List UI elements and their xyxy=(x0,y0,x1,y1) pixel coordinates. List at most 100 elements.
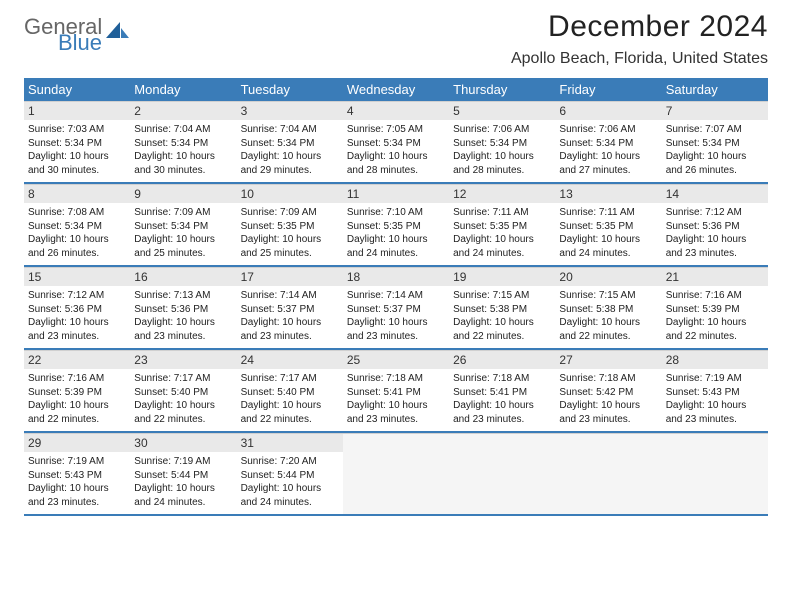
sunrise-line: Sunrise: 7:10 AM xyxy=(347,206,445,220)
sunset-line: Sunset: 5:38 PM xyxy=(453,303,551,317)
day-body: Sunrise: 7:12 AMSunset: 5:36 PMDaylight:… xyxy=(24,286,130,348)
day-number: 23 xyxy=(130,350,236,369)
sunset-line: Sunset: 5:43 PM xyxy=(666,386,764,400)
day-cell: 8Sunrise: 7:08 AMSunset: 5:34 PMDaylight… xyxy=(24,184,130,265)
day-number: 3 xyxy=(237,101,343,120)
daylight-line: Daylight: 10 hours and 22 minutes. xyxy=(28,399,126,426)
week-row: 29Sunrise: 7:19 AMSunset: 5:43 PMDayligh… xyxy=(24,433,768,516)
day-cell: 5Sunrise: 7:06 AMSunset: 5:34 PMDaylight… xyxy=(449,101,555,182)
daylight-line: Daylight: 10 hours and 30 minutes. xyxy=(134,150,232,177)
day-body: Sunrise: 7:18 AMSunset: 5:41 PMDaylight:… xyxy=(343,369,449,431)
sunrise-line: Sunrise: 7:15 AM xyxy=(559,289,657,303)
daylight-line: Daylight: 10 hours and 22 minutes. xyxy=(559,316,657,343)
daylight-line: Daylight: 10 hours and 22 minutes. xyxy=(666,316,764,343)
day-cell: 12Sunrise: 7:11 AMSunset: 5:35 PMDayligh… xyxy=(449,184,555,265)
day-number: 18 xyxy=(343,267,449,286)
day-cell: 13Sunrise: 7:11 AMSunset: 5:35 PMDayligh… xyxy=(555,184,661,265)
title-block: December 2024 Apollo Beach, Florida, Uni… xyxy=(511,10,768,68)
daylight-line: Daylight: 10 hours and 23 minutes. xyxy=(666,233,764,260)
day-number: 31 xyxy=(237,433,343,452)
daylight-line: Daylight: 10 hours and 24 minutes. xyxy=(241,482,339,509)
daylight-line: Daylight: 10 hours and 27 minutes. xyxy=(559,150,657,177)
sunset-line: Sunset: 5:36 PM xyxy=(28,303,126,317)
day-number: 12 xyxy=(449,184,555,203)
day-body: Sunrise: 7:04 AMSunset: 5:34 PMDaylight:… xyxy=(130,120,236,182)
daylight-line: Daylight: 10 hours and 26 minutes. xyxy=(28,233,126,260)
day-number: 24 xyxy=(237,350,343,369)
daylight-line: Daylight: 10 hours and 24 minutes. xyxy=(559,233,657,260)
sunset-line: Sunset: 5:34 PM xyxy=(28,220,126,234)
day-number: 10 xyxy=(237,184,343,203)
sunrise-line: Sunrise: 7:05 AM xyxy=(347,123,445,137)
day-number: 20 xyxy=(555,267,661,286)
day-body: Sunrise: 7:06 AMSunset: 5:34 PMDaylight:… xyxy=(449,120,555,182)
day-body: Sunrise: 7:14 AMSunset: 5:37 PMDaylight:… xyxy=(237,286,343,348)
sunset-line: Sunset: 5:37 PM xyxy=(347,303,445,317)
day-cell: 9Sunrise: 7:09 AMSunset: 5:34 PMDaylight… xyxy=(130,184,236,265)
sunset-line: Sunset: 5:43 PM xyxy=(28,469,126,483)
sunrise-line: Sunrise: 7:14 AM xyxy=(241,289,339,303)
sunset-line: Sunset: 5:44 PM xyxy=(134,469,232,483)
sunrise-line: Sunrise: 7:12 AM xyxy=(28,289,126,303)
week-row: 15Sunrise: 7:12 AMSunset: 5:36 PMDayligh… xyxy=(24,267,768,350)
sunset-line: Sunset: 5:34 PM xyxy=(453,137,551,151)
day-cell: 1Sunrise: 7:03 AMSunset: 5:34 PMDaylight… xyxy=(24,101,130,182)
calendar: SundayMondayTuesdayWednesdayThursdayFrid… xyxy=(24,78,768,516)
daylight-line: Daylight: 10 hours and 22 minutes. xyxy=(241,399,339,426)
daylight-line: Daylight: 10 hours and 23 minutes. xyxy=(241,316,339,343)
sunrise-line: Sunrise: 7:03 AM xyxy=(28,123,126,137)
daylight-line: Daylight: 10 hours and 25 minutes. xyxy=(241,233,339,260)
empty-cell xyxy=(449,433,555,514)
sunset-line: Sunset: 5:34 PM xyxy=(134,220,232,234)
day-cell: 14Sunrise: 7:12 AMSunset: 5:36 PMDayligh… xyxy=(662,184,768,265)
sunset-line: Sunset: 5:34 PM xyxy=(559,137,657,151)
sunset-line: Sunset: 5:34 PM xyxy=(134,137,232,151)
day-body: Sunrise: 7:12 AMSunset: 5:36 PMDaylight:… xyxy=(662,203,768,265)
day-number: 21 xyxy=(662,267,768,286)
sunrise-line: Sunrise: 7:09 AM xyxy=(134,206,232,220)
day-body: Sunrise: 7:20 AMSunset: 5:44 PMDaylight:… xyxy=(237,452,343,514)
day-header-saturday: Saturday xyxy=(662,78,768,101)
day-cell: 11Sunrise: 7:10 AMSunset: 5:35 PMDayligh… xyxy=(343,184,449,265)
sunrise-line: Sunrise: 7:12 AM xyxy=(666,206,764,220)
logo-word-blue: Blue xyxy=(58,32,102,54)
sunrise-line: Sunrise: 7:20 AM xyxy=(241,455,339,469)
sunrise-line: Sunrise: 7:17 AM xyxy=(134,372,232,386)
day-header-wednesday: Wednesday xyxy=(343,78,449,101)
daylight-line: Daylight: 10 hours and 28 minutes. xyxy=(347,150,445,177)
day-body: Sunrise: 7:14 AMSunset: 5:37 PMDaylight:… xyxy=(343,286,449,348)
sunset-line: Sunset: 5:36 PM xyxy=(134,303,232,317)
day-body: Sunrise: 7:03 AMSunset: 5:34 PMDaylight:… xyxy=(24,120,130,182)
sunrise-line: Sunrise: 7:04 AM xyxy=(134,123,232,137)
day-header-friday: Friday xyxy=(555,78,661,101)
weeks: 1Sunrise: 7:03 AMSunset: 5:34 PMDaylight… xyxy=(24,101,768,516)
day-body: Sunrise: 7:18 AMSunset: 5:42 PMDaylight:… xyxy=(555,369,661,431)
day-cell: 27Sunrise: 7:18 AMSunset: 5:42 PMDayligh… xyxy=(555,350,661,431)
week-row: 22Sunrise: 7:16 AMSunset: 5:39 PMDayligh… xyxy=(24,350,768,433)
day-cell: 15Sunrise: 7:12 AMSunset: 5:36 PMDayligh… xyxy=(24,267,130,348)
sunset-line: Sunset: 5:34 PM xyxy=(28,137,126,151)
day-body: Sunrise: 7:11 AMSunset: 5:35 PMDaylight:… xyxy=(449,203,555,265)
sunset-line: Sunset: 5:39 PM xyxy=(666,303,764,317)
daylight-line: Daylight: 10 hours and 23 minutes. xyxy=(559,399,657,426)
daylight-line: Daylight: 10 hours and 23 minutes. xyxy=(28,482,126,509)
day-number: 15 xyxy=(24,267,130,286)
day-body: Sunrise: 7:17 AMSunset: 5:40 PMDaylight:… xyxy=(237,369,343,431)
sunset-line: Sunset: 5:39 PM xyxy=(28,386,126,400)
header: General Blue December 2024 Apollo Beach,… xyxy=(24,10,768,68)
day-body: Sunrise: 7:15 AMSunset: 5:38 PMDaylight:… xyxy=(449,286,555,348)
day-cell: 3Sunrise: 7:04 AMSunset: 5:34 PMDaylight… xyxy=(237,101,343,182)
sunrise-line: Sunrise: 7:16 AM xyxy=(666,289,764,303)
day-body: Sunrise: 7:19 AMSunset: 5:43 PMDaylight:… xyxy=(662,369,768,431)
day-body: Sunrise: 7:17 AMSunset: 5:40 PMDaylight:… xyxy=(130,369,236,431)
day-number: 29 xyxy=(24,433,130,452)
day-body: Sunrise: 7:15 AMSunset: 5:38 PMDaylight:… xyxy=(555,286,661,348)
daylight-line: Daylight: 10 hours and 23 minutes. xyxy=(347,399,445,426)
sunrise-line: Sunrise: 7:04 AM xyxy=(241,123,339,137)
day-cell: 29Sunrise: 7:19 AMSunset: 5:43 PMDayligh… xyxy=(24,433,130,514)
day-number: 4 xyxy=(343,101,449,120)
sunrise-line: Sunrise: 7:18 AM xyxy=(347,372,445,386)
sunrise-line: Sunrise: 7:19 AM xyxy=(666,372,764,386)
day-number: 27 xyxy=(555,350,661,369)
month-title: December 2024 xyxy=(511,10,768,44)
